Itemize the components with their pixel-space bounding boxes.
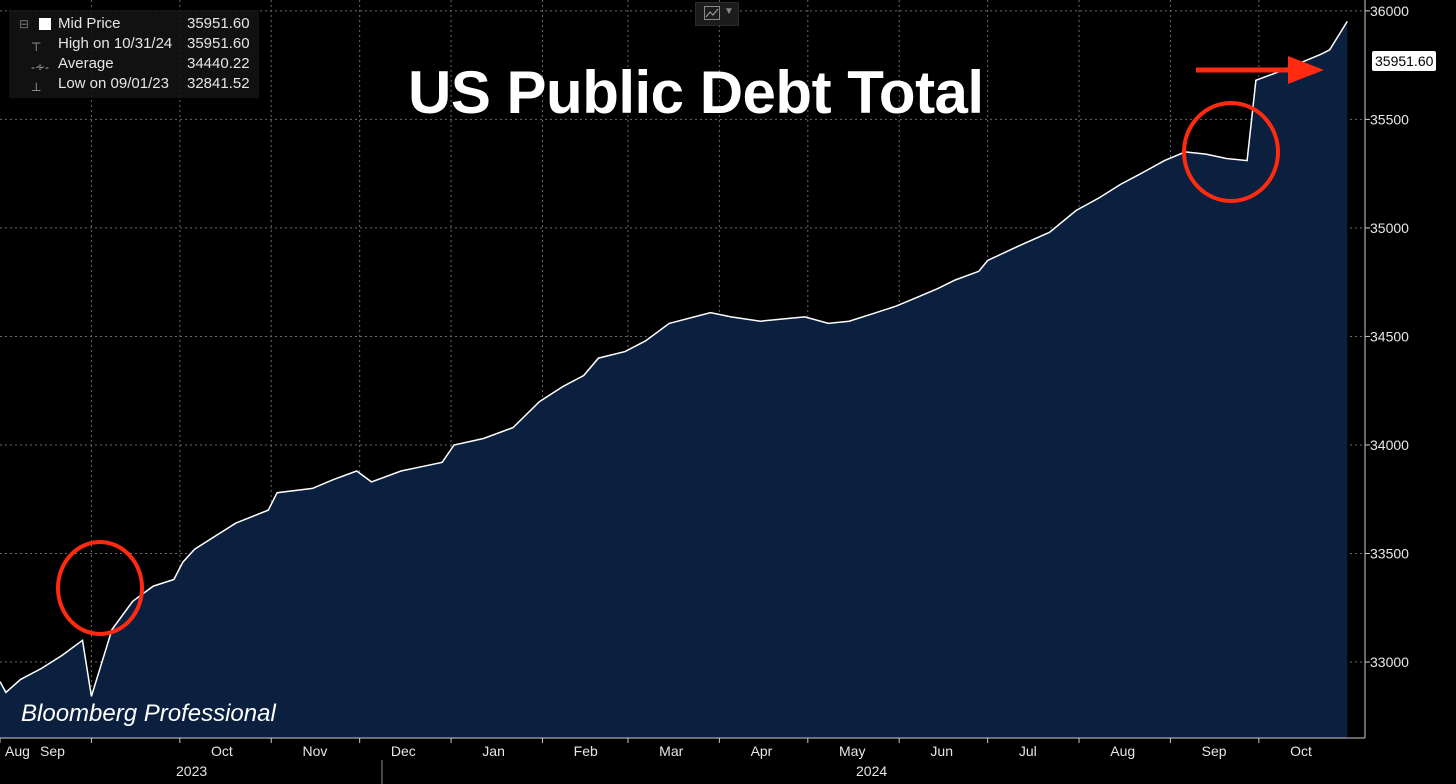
x-tick-label: Aug [1110,743,1135,759]
series-color-swatch [39,18,51,30]
legend-label: Average [58,55,114,72]
legend-label: Mid Price [58,15,121,32]
average-marker-icon: -∻- [31,60,50,74]
x-tick-label: Mar [659,743,683,759]
chart-annotations [56,56,1324,636]
y-tick-label: 33500 [1370,546,1409,562]
x-tick-label: Jun [930,743,953,759]
x-tick-label: May [839,743,865,759]
series-line [0,21,1348,697]
legend-label: High on 10/31/24 [58,35,173,52]
annotation-arrow-head [1288,56,1324,84]
x-tick-label: Feb [574,743,598,759]
legend-row-low: ⊥ Low on 09/01/23 32841.52 [9,74,259,94]
y-tick-label: 34500 [1370,328,1409,344]
legend-row-high: ⊤ High on 10/31/24 35951.60 [9,34,259,54]
legend-value: 35951.60 [187,15,250,32]
legend-panel: ⊟ Mid Price 35951.60 ⊤ High on 10/31/24 … [9,10,259,98]
x-tick-label: Aug [5,743,30,759]
low-marker-icon: ⊥ [31,80,42,94]
collapse-icon[interactable]: ⊟ [19,17,30,31]
chart-type-selector[interactable]: ▼ [695,2,739,26]
x-tick-label: Sep [40,743,65,759]
y-tick-label: 34000 [1370,437,1409,453]
watermark: Bloomberg Professional [21,700,276,727]
line-chart-icon [704,6,720,20]
y-tick-label: 35500 [1370,111,1409,127]
x-tick-label: Apr [751,743,773,759]
x-tick-label: Oct [1290,743,1312,759]
legend-label: Low on 09/01/23 [58,75,169,92]
y-tick-label: 35000 [1370,220,1409,236]
x-tick-label: Oct [211,743,233,759]
y-tick-label: 33000 [1370,654,1409,670]
high-marker-icon: ⊤ [31,40,42,54]
legend-value: 35951.60 [187,35,250,52]
chart-title: US Public Debt Total [408,59,984,126]
annotation-circle [56,540,144,636]
x-tick-label: Dec [391,743,416,759]
x-tick-label: Jan [482,743,505,759]
x-tick-label: Sep [1202,743,1227,759]
legend-value: 32841.52 [187,75,250,92]
legend-row-mid-price[interactable]: ⊟ Mid Price 35951.60 [9,14,259,34]
year-label: 2023 [176,763,207,779]
legend-value: 34440.22 [187,55,250,72]
annotation-circle [1182,101,1280,203]
x-tick-label: Jul [1019,743,1037,759]
series-area-fill [0,21,1348,738]
legend-row-average: -∻- Average 34440.22 [9,54,259,74]
chart-axes: 33000 33500 34000 34500 35000 35500 36000 Aug Se… [0,0,1409,784]
year-label: 2024 [856,763,887,779]
last-price-tag: 35951.60 [1372,51,1437,71]
y-tick-label: 36000 [1370,3,1409,19]
x-tick-label: Nov [302,743,327,759]
chevron-down-icon: ▼ [724,6,734,17]
